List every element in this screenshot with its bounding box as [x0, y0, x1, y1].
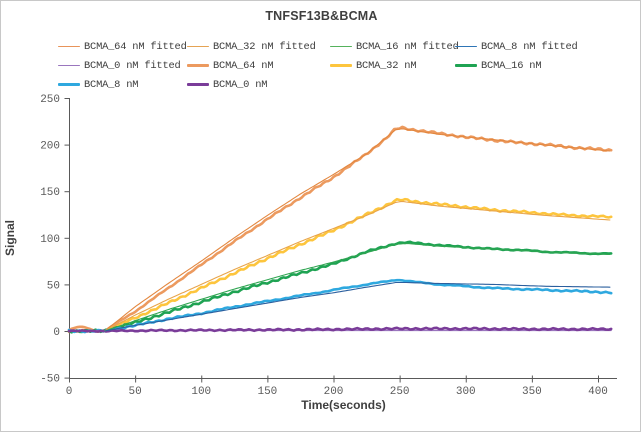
legend-item-bcma-0-nm: BCMA_0 nM [187, 79, 330, 91]
x-tick-label: 200 [324, 386, 344, 398]
legend-item-bcma-64-nm-fitted: BCMA_64 nM fitted [58, 41, 187, 53]
legend-label: BCMA_32 nM [356, 59, 417, 72]
series-bcma-16-nm-data [67, 240, 613, 334]
x-tick-label: 350 [522, 386, 542, 398]
x-tick-label: 150 [257, 386, 277, 398]
legend-label: BCMA_8 nM fitted [481, 40, 578, 53]
series-bcma-8-nm-fitted [104, 281, 611, 332]
y-tick-label: 0 [53, 327, 60, 339]
chart-title: TNFSF13B&BCMA [265, 9, 378, 23]
x-tick-label: 300 [456, 386, 476, 398]
legend-line-swatch [187, 45, 209, 48]
series-bcma-0-nm-data [67, 326, 613, 333]
legend-label: BCMA_16 nM [481, 59, 542, 72]
x-tick-label: 50 [129, 386, 142, 398]
y-axis-title: Signal [3, 220, 17, 257]
legend-line-swatch [330, 63, 352, 68]
series-bcma-32-nm-fitted [104, 201, 611, 332]
y-tick-label: -50 [40, 374, 60, 386]
legend-label: BCMA_16 nM fitted [356, 40, 459, 53]
legend-label: BCMA_0 nM fitted [84, 59, 181, 72]
y-tick-label: 50 [47, 280, 60, 292]
x-tick-label: 400 [588, 386, 608, 398]
legend-label: BCMA_64 nM [213, 59, 274, 72]
legend-line-swatch [455, 45, 477, 48]
legend: BCMA_64 nM fitted BCMA_32 nM fitted BCMA_1… [58, 37, 628, 94]
x-tick-label: 250 [390, 386, 410, 398]
legend-item-bcma-8-nm-fitted: BCMA_8 nM fitted [455, 41, 628, 53]
x-axis-title: Time(seconds) [301, 398, 386, 412]
x-tick-label: 0 [66, 386, 73, 398]
legend-item-bcma-32-nm: BCMA_32 nM [330, 60, 455, 72]
legend-item-bcma-16-nm: BCMA_16 nM [455, 60, 628, 72]
legend-label: BCMA_0 nM [213, 78, 268, 91]
legend-line-swatch [187, 82, 209, 87]
legend-label: BCMA_8 nM [84, 78, 139, 91]
legend-label: BCMA_64 nM fitted [84, 40, 187, 53]
series-bcma-64-nm-data [67, 125, 613, 333]
legend-line-swatch [58, 45, 80, 48]
x-tick-label: 100 [191, 386, 211, 398]
legend-line-swatch [187, 63, 209, 68]
series-bcma-32-nm-data [67, 197, 613, 334]
y-tick-label: 250 [40, 94, 60, 106]
legend-item-bcma-16-nm-fitted: BCMA_16 nM fitted [330, 41, 459, 53]
y-tick-label: 100 [40, 234, 60, 246]
legend-item-bcma-32-nm-fitted: BCMA_32 nM fitted [187, 41, 330, 53]
legend-line-swatch [330, 45, 352, 48]
legend-item-bcma-64-nm: BCMA_64 nM [187, 60, 330, 72]
y-tick-label: 150 [40, 187, 60, 199]
series-bcma-64-nm-fitted [104, 128, 611, 332]
legend-line-swatch [455, 63, 477, 68]
legend-line-swatch [58, 64, 80, 67]
legend-item-bcma-0-nm-fitted: BCMA_0 nM fitted [58, 60, 187, 72]
legend-label: BCMA_32 nM fitted [213, 40, 316, 53]
legend-item-bcma-8-nm: BCMA_8 nM [58, 79, 187, 91]
legend-line-swatch [58, 82, 80, 87]
series-bcma-8-nm-data [67, 278, 613, 334]
series-bcma-16-nm-fitted [104, 242, 611, 332]
y-tick-label: 200 [40, 141, 60, 153]
